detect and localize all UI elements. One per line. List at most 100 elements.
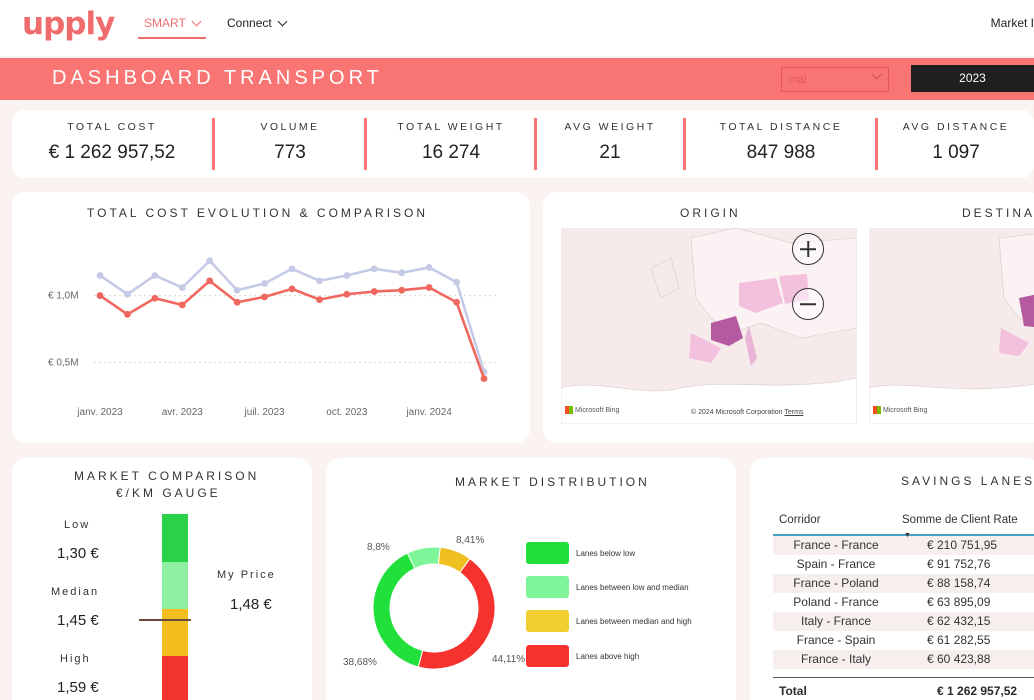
market-comparison-card: MARKET COMPARISON €/KM GAUGE Low 1,30 € … xyxy=(12,458,312,700)
gauge-high-value: 1,59 € xyxy=(57,679,99,696)
kpi-total-weight: TOTAL WEIGHT 16 274 xyxy=(367,110,535,178)
donut-slice xyxy=(372,552,424,668)
nav-connect-menu[interactable]: Connect xyxy=(227,16,288,30)
kpi-value: 1 097 xyxy=(932,142,980,163)
data-point xyxy=(178,284,186,291)
nav-smart-menu[interactable]: SMART xyxy=(138,16,206,39)
table-row[interactable]: Italy - France € 62 432,15 xyxy=(773,612,1034,631)
gauge-segment-above-high xyxy=(162,656,188,700)
series-line-1 xyxy=(99,279,486,380)
data-point xyxy=(124,290,131,298)
kpi-value: € 1 262 957,52 xyxy=(48,142,176,163)
data-point xyxy=(370,288,378,295)
data-point xyxy=(398,286,406,294)
gauge-price-marker xyxy=(139,619,191,622)
nav-smart-label: SMART xyxy=(144,16,186,30)
table-row[interactable]: France - Spain € 61 282,55 xyxy=(773,631,1034,650)
col-rate-header[interactable]: Somme de Client Rate xyxy=(902,514,1018,526)
bing-label: Microsoft Bing xyxy=(883,406,928,414)
legend-item[interactable]: Lanes above high xyxy=(526,645,639,667)
legend-item[interactable]: Lanes between low and median xyxy=(526,576,689,598)
cost-line-chart[interactable]: € 0,5M € 1,0M janv. 2023 avr. 2023 juil. 202… xyxy=(12,192,530,443)
data-point xyxy=(316,296,323,303)
table-row[interactable]: France - France € 210 751,95 xyxy=(773,536,1034,555)
legend-swatch xyxy=(526,576,569,598)
corridor-cell: Poland - France xyxy=(793,595,879,609)
cost-evolution-card: TOTAL COST EVOLUTION & COMPARISON € 0,5M… xyxy=(12,192,530,443)
origin-map[interactable]: Microsoft Bing © 2024 Microsoft Corporat… xyxy=(561,228,857,424)
data-point xyxy=(151,272,159,279)
month-select[interactable]: mai xyxy=(781,67,889,92)
rate-cell: € 61 282,55 xyxy=(927,633,991,647)
table-row[interactable]: France - Italy € 60 423,88 xyxy=(773,650,1034,669)
kpi-value: 847 988 xyxy=(746,142,816,163)
zoom-in-button[interactable] xyxy=(792,233,824,265)
data-point xyxy=(288,265,296,273)
kpi-value: 16 274 xyxy=(421,142,481,163)
donut-label-above-high: 44,11% xyxy=(492,654,526,665)
legend-item[interactable]: Lanes between median and high xyxy=(526,610,692,632)
destination-map[interactable]: Microsoft Bing xyxy=(869,228,1034,424)
map-copyright: © 2024 Microsoft Corporation Terms xyxy=(691,409,803,416)
year-button[interactable]: 2023 xyxy=(911,65,1034,92)
maps-card: ORIGIN DESTINA Microsoft Bing © 2024 Mic… xyxy=(543,192,1034,443)
legend-label: Lanes above high xyxy=(576,651,640,661)
corridor-cell: France - Spain xyxy=(796,633,876,647)
nav-market-link[interactable]: Market I xyxy=(990,16,1034,30)
table-row[interactable]: France - Poland € 88 158,74 xyxy=(773,574,1034,593)
gauge-segment-below-low xyxy=(162,514,188,562)
table-row[interactable]: Poland - France € 63 895,09 xyxy=(773,593,1034,612)
data-point xyxy=(343,290,351,298)
kpi-label: VOLUME xyxy=(260,121,320,133)
x-tick-label: oct. 2023 xyxy=(326,407,368,418)
total-value: € 1 262 957,52 xyxy=(937,684,1018,698)
table-row[interactable]: Spain - France € 91 752,76 xyxy=(773,555,1034,574)
gauge-low-label: Low xyxy=(64,519,91,531)
legend-item[interactable]: Lanes below low xyxy=(526,542,635,564)
zoom-out-button[interactable] xyxy=(792,288,824,320)
data-point xyxy=(233,298,241,306)
kpi-divider xyxy=(875,118,878,170)
kpi-divider xyxy=(534,118,537,170)
x-tick-label: janv. 2023 xyxy=(76,407,123,418)
data-point xyxy=(206,277,214,285)
col-corridor-header[interactable]: Corridor xyxy=(779,514,821,526)
kpi-value: 773 xyxy=(274,142,306,163)
x-tick-label: juil. 2023 xyxy=(244,407,285,418)
rate-cell: € 62 432,15 xyxy=(927,614,991,628)
corridor-cell: France - Italy xyxy=(800,652,872,666)
rate-cell: € 60 423,88 xyxy=(927,652,991,666)
data-point xyxy=(425,264,433,271)
data-point xyxy=(316,277,323,285)
title-banner: DASHBOARD TRANSPORT mai 2023 xyxy=(0,58,1034,100)
terms-link[interactable]: Terms xyxy=(784,409,804,416)
chevron-down-icon xyxy=(277,16,288,26)
data-point xyxy=(261,280,268,287)
legend-label: Lanes between median and high xyxy=(576,616,692,626)
corridor-cell: Italy - France xyxy=(800,614,872,628)
kpi-bar: TOTAL COST € 1 262 957,52 VOLUME 773 TOT… xyxy=(12,110,1034,178)
microsoft-logo-icon xyxy=(873,406,881,414)
rate-cell: € 91 752,76 xyxy=(927,557,991,571)
origin-title: ORIGIN xyxy=(680,206,741,220)
data-point xyxy=(343,272,351,279)
month-select-value: mai xyxy=(789,74,807,86)
market-donut-chart[interactable] xyxy=(330,520,550,700)
bing-logo: Microsoft Bing xyxy=(565,406,619,414)
kpi-label: TOTAL DISTANCE xyxy=(719,121,843,133)
corridor-cell: France - France xyxy=(793,538,879,552)
sort-desc-icon[interactable]: ▼ xyxy=(904,532,911,539)
x-tick-label: janv. 2024 xyxy=(405,407,452,418)
donut-label-low-median: 8,8% xyxy=(367,542,390,553)
chevron-down-icon xyxy=(871,69,882,80)
upply-logo[interactable]: upply xyxy=(22,6,115,42)
distribution-title: MARKET DISTRIBUTION xyxy=(455,475,650,489)
top-navigation: upply SMART Connect Market I xyxy=(0,0,1034,56)
copyright-text: © 2024 Microsoft Corporation xyxy=(691,409,783,416)
kpi-label: TOTAL COST xyxy=(67,121,157,133)
kpi-label: AVG WEIGHT xyxy=(564,121,656,133)
rate-cell: € 63 895,09 xyxy=(927,595,991,609)
total-label: Total xyxy=(779,684,807,698)
donut-slice xyxy=(417,558,496,670)
gauge-title-line2: €/KM GAUGE xyxy=(116,486,221,500)
